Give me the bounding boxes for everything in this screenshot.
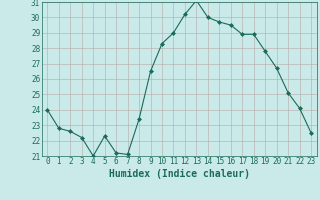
X-axis label: Humidex (Indice chaleur): Humidex (Indice chaleur) [109, 169, 250, 179]
